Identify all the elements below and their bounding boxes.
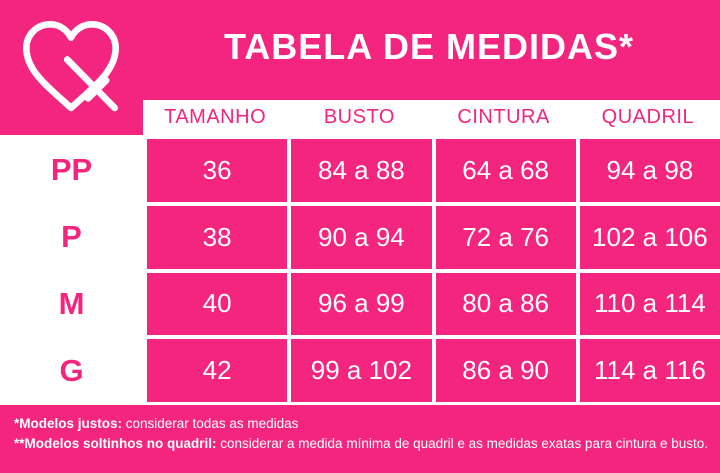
size-table: PP 36 84 a 88 64 a 68 94 a 98 P 38 90 a … (0, 135, 720, 405)
row-label-p: P (0, 205, 143, 269)
table-cell: 102 a 106 (579, 205, 720, 269)
table-cell: 99 a 102 (291, 339, 432, 402)
table-cell: 114 a 116 (579, 339, 720, 402)
table-cell: 86 a 90 (435, 339, 576, 402)
footnote-lead: *Modelos justos: (14, 416, 123, 431)
row-label-pp: PP (0, 139, 143, 202)
column-header-tamanho: TAMANHO (164, 106, 267, 128)
footnote-modelos-justos: *Modelos justos: considerar todas as med… (14, 414, 710, 434)
column-header-quadril: QUADRIL (601, 106, 695, 128)
table-cell: 38 (147, 205, 288, 269)
table-cell: 84 a 88 (291, 139, 432, 202)
footnotes: *Modelos justos: considerar todas as med… (14, 414, 710, 454)
table-header-row: TAMANHO BUSTO CINTURA QUADRIL (143, 100, 720, 135)
heart-needle-icon (23, 21, 119, 112)
table-cell: 80 a 86 (435, 272, 576, 336)
table-cell: 42 (147, 339, 288, 402)
table-cell: 72 a 76 (435, 205, 576, 269)
footnote-text: considerar todas as medidas (122, 416, 299, 431)
footnote-text: considerar a medida mínima de quadril e … (216, 436, 709, 451)
table-cell: 90 a 94 (291, 205, 432, 269)
table-cell: 110 a 114 (579, 272, 720, 336)
table-cell: 40 (147, 272, 288, 336)
page-title: TABELA DE MEDIDAS* (223, 26, 634, 67)
table-cell: 94 a 98 (579, 139, 720, 202)
row-label-g: G (0, 339, 143, 402)
column-header-cintura: CINTURA (457, 106, 550, 128)
column-header-busto: BUSTO (323, 106, 395, 128)
footnote-lead: **Modelos soltinhos no quadril: (14, 436, 217, 451)
table-cell: 96 a 99 (291, 272, 432, 336)
footnote-modelos-soltinhos: **Modelos soltinhos no quadril: consider… (14, 434, 710, 454)
table-cell: 36 (147, 139, 288, 202)
row-label-m: M (0, 272, 143, 336)
table-cell: 64 a 68 (435, 139, 576, 202)
